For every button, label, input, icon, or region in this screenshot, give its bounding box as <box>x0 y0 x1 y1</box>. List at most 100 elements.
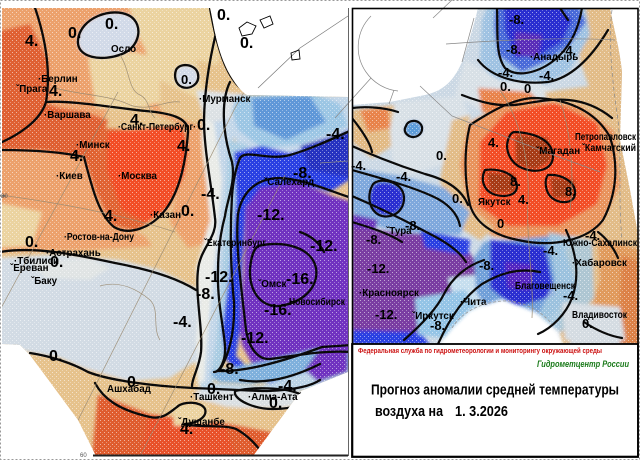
svg-text:-4.: -4. <box>173 314 192 331</box>
svg-text:-12.: -12. <box>241 330 269 347</box>
svg-text:-4.: -4. <box>563 288 578 303</box>
svg-text:-8.: -8. <box>479 258 494 273</box>
svg-text:·Чита: ·Чита <box>460 297 487 308</box>
svg-text:8.: 8. <box>510 174 521 189</box>
svg-text:0.: 0. <box>240 35 253 52</box>
svg-text:-4.: -4. <box>278 378 297 395</box>
svg-text:Гидрометцентр России: Гидрометцентр России <box>537 359 629 370</box>
svg-text:8.: 8. <box>565 184 576 199</box>
svg-text:ˇКамчатский: ˇКамчатский <box>582 143 636 154</box>
svg-text:4.: 4. <box>70 148 83 165</box>
svg-text:30: 30 <box>1 194 8 200</box>
svg-text:0.: 0. <box>207 381 220 398</box>
svg-text:0.: 0. <box>105 16 118 33</box>
svg-text:ˇПрага: ˇПрага <box>16 84 48 95</box>
svg-text:·Варшава: ·Варшава <box>44 110 91 121</box>
svg-text:ˇЕреван: ˇЕреван <box>10 263 49 274</box>
svg-text:-4.: -4. <box>498 65 513 80</box>
svg-text:·Казан: ·Казан <box>150 210 181 221</box>
svg-text:воздуха на: воздуха на <box>375 403 444 420</box>
svg-text:Осло: Осло <box>111 44 136 55</box>
svg-text:-4.: -4. <box>539 68 554 83</box>
svg-text:·Киев: ·Киев <box>56 171 83 182</box>
svg-text:0: 0 <box>127 374 136 391</box>
svg-text:ˇЕкатеринбург: ˇЕкатеринбург <box>204 238 266 249</box>
svg-text:4.: 4. <box>488 135 499 150</box>
svg-text:0.: 0. <box>25 234 38 251</box>
svg-text:·Москва: ·Москва <box>118 171 158 182</box>
svg-text:-8.: -8. <box>506 42 521 57</box>
svg-text:-16.: -16. <box>264 302 292 319</box>
svg-text:ˇИркутск: ˇИркутск <box>412 311 454 322</box>
svg-text:ˇОмск: ˇОмск <box>258 279 286 290</box>
svg-text:Южно-Сахалинск: Южно-Сахалинск <box>563 238 637 249</box>
svg-text:0.: 0. <box>181 72 192 87</box>
svg-text:·Санкт-Петербург·: ·Санкт-Петербург· <box>118 122 196 133</box>
svg-text:·Мурманск: ·Мурманск <box>199 94 251 105</box>
svg-text:·Астрахань: ·Астрахань <box>46 248 101 259</box>
svg-text:ˇМагадан: ˇМагадан <box>536 146 580 157</box>
svg-text:·Анадырь: ·Анадырь <box>530 52 578 63</box>
svg-text:-12.: -12. <box>375 307 397 322</box>
svg-text:-8.: -8. <box>196 286 215 303</box>
svg-text:0.: 0. <box>269 395 282 412</box>
svg-text:0.: 0. <box>68 25 81 42</box>
svg-text:0.: 0. <box>436 148 447 163</box>
svg-text:-12.: -12. <box>367 261 389 276</box>
svg-text:-16.: -16. <box>286 271 314 288</box>
svg-text:4.: 4. <box>104 208 117 225</box>
svg-text:-4.: -4. <box>561 43 576 58</box>
svg-text:1. 3.2026: 1. 3.2026 <box>455 403 508 420</box>
svg-text:·Красноярск: ·Красноярск <box>359 288 419 299</box>
svg-text:ˇДушанбе: ˇДушанбе <box>178 417 225 428</box>
svg-text:Прогноз аномалии средней темпе: Прогноз аномалии средней температуры <box>371 382 619 399</box>
svg-text:-4.: -4. <box>201 186 220 203</box>
svg-text:-4.: -4. <box>396 169 411 184</box>
svg-text:4.: 4. <box>518 192 529 207</box>
svg-text:-8.: -8. <box>509 12 524 27</box>
svg-text:0.: 0. <box>181 203 194 220</box>
svg-text:-12.: -12. <box>310 238 338 255</box>
svg-text:0: 0 <box>497 216 504 231</box>
svg-text:60: 60 <box>80 453 87 459</box>
svg-text:·Минск: ·Минск <box>76 140 110 151</box>
svg-text:-4.: -4. <box>585 228 600 243</box>
svg-text:4.: 4. <box>130 112 143 129</box>
svg-text:Ашхабад: Ашхабад <box>107 384 152 395</box>
svg-text:·Ташкент: ·Ташкент <box>190 392 234 403</box>
svg-text:0.: 0. <box>50 254 63 271</box>
svg-text:·Алма-Атаˇ: ·Алма-Атаˇ <box>248 392 302 403</box>
svg-text:-4.: -4. <box>351 158 366 173</box>
svg-text:4.: 4. <box>177 138 190 155</box>
svg-text:ˇСалехард: ˇСалехард <box>264 177 315 188</box>
svg-text:Владивосток: Владивосток <box>572 310 627 321</box>
svg-text:0.: 0. <box>500 79 511 94</box>
svg-text:ˇТура: ˇТура <box>386 226 412 237</box>
svg-text:·Тбилиси: ·Тбилиси <box>14 256 59 267</box>
svg-text:-8.: -8. <box>366 232 381 247</box>
svg-text:Федеральная служба по гидромет: Федеральная служба по гидрометеорологии … <box>358 347 602 355</box>
svg-text:-8.: -8. <box>293 165 312 182</box>
svg-text:4.: 4. <box>180 421 193 438</box>
svg-text:·Хабаровск: ·Хабаровск <box>572 258 627 269</box>
svg-text:Петропавловск: Петропавловск <box>575 132 636 143</box>
svg-text:·Берлин: ·Берлин <box>38 74 78 85</box>
svg-text:·Ростов-на-Дону: ·Ростов-на-Дону <box>64 232 134 243</box>
svg-text:-4.: -4. <box>326 126 345 143</box>
svg-text:-12.: -12. <box>205 269 233 286</box>
svg-text:4.: 4. <box>49 83 62 100</box>
svg-text:Якутск: Якутск <box>478 197 511 208</box>
svg-text:-8.: -8. <box>430 318 445 333</box>
svg-text:0.: 0. <box>49 348 62 365</box>
svg-text:Новосибирск: Новосибирск <box>289 297 345 308</box>
svg-text:-4.: -4. <box>543 243 558 258</box>
svg-text:4.: 4. <box>25 33 38 50</box>
svg-text:0: 0 <box>524 81 531 96</box>
svg-text:ˇБаку: ˇБаку <box>31 276 58 287</box>
svg-text:-12.: -12. <box>257 207 285 224</box>
svg-text:-8.: -8. <box>405 218 420 233</box>
svg-text:-8.: -8. <box>220 361 239 378</box>
svg-text:Благовещенск: Благовещенск <box>515 281 575 292</box>
svg-text:0.: 0. <box>197 117 210 134</box>
svg-text:0.: 0. <box>217 7 230 24</box>
